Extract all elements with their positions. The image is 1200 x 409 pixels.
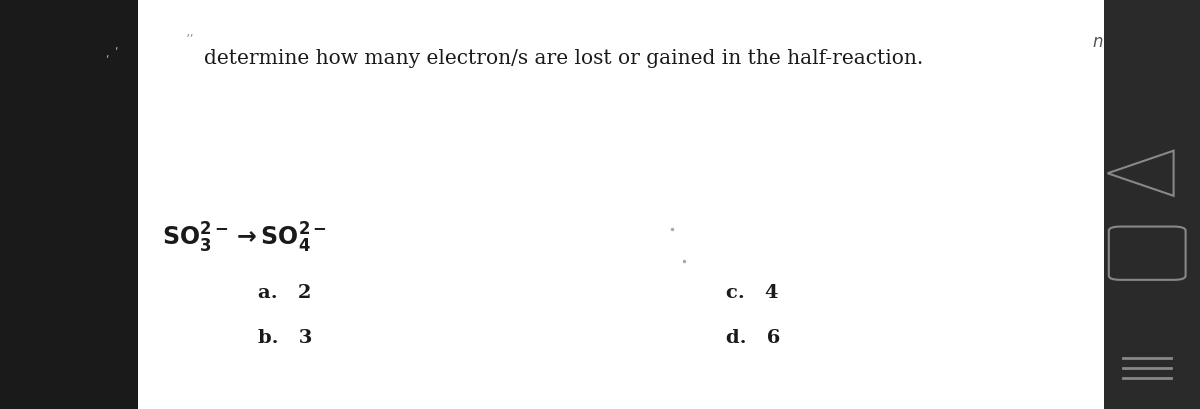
Text: d.   6: d. 6: [726, 328, 780, 346]
Text: ,: ,: [106, 49, 109, 59]
Text: ’’: ’’: [186, 33, 194, 47]
Text: determine how many electron/s are lost or gained in the half-reaction.: determine how many electron/s are lost o…: [204, 49, 924, 68]
Text: b.   3: b. 3: [258, 328, 312, 346]
Text: a.   2: a. 2: [258, 283, 311, 301]
FancyBboxPatch shape: [138, 0, 1104, 409]
Text: n: n: [1092, 33, 1103, 51]
Text: $\mathbf{SO_3^{2-} \rightarrow SO_4^{2-}}$: $\mathbf{SO_3^{2-} \rightarrow SO_4^{2-}…: [162, 220, 328, 254]
FancyBboxPatch shape: [1104, 0, 1200, 409]
Text: c.   4: c. 4: [726, 283, 779, 301]
Text: ,: ,: [114, 41, 118, 51]
